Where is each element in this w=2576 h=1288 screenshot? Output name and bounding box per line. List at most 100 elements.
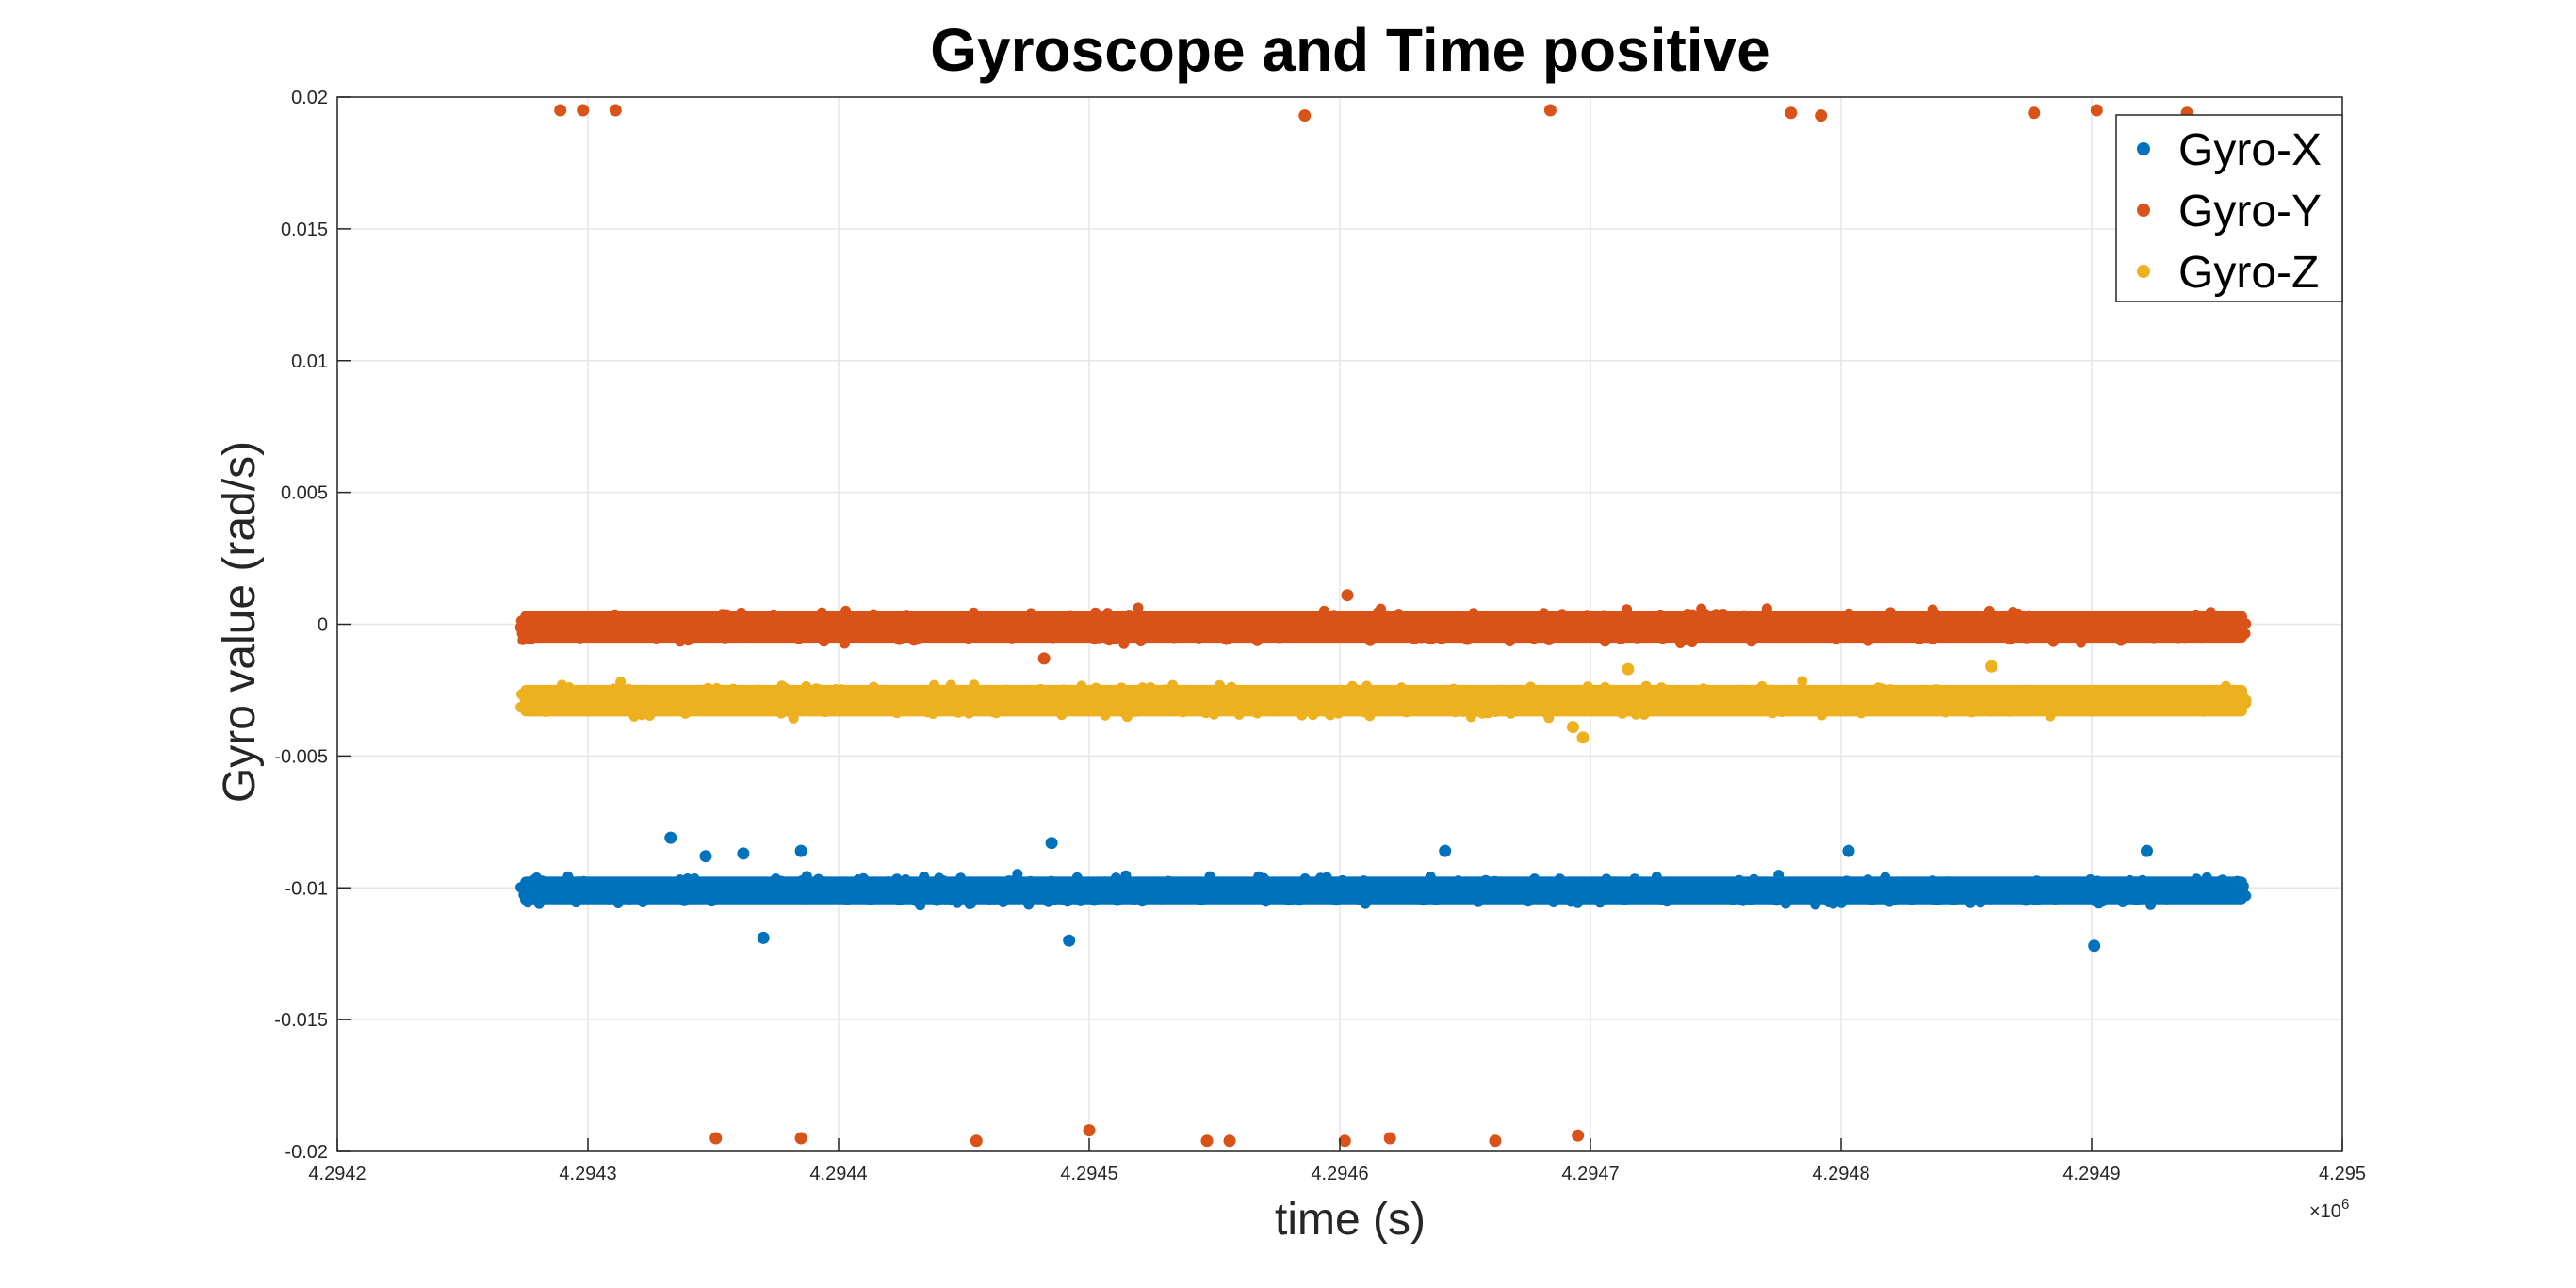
data-point [913,626,924,637]
data-point [1576,888,1588,899]
data-point [1696,886,1706,897]
data-point [1136,896,1148,907]
data-point [675,636,686,647]
data-point [1528,633,1540,644]
x-tick-label: 4.2943 [559,1164,616,1184]
data-point [2044,620,2055,631]
data-point [1976,884,1987,895]
data-point [1424,633,1435,644]
y-tick-label: -0.01 [285,878,328,899]
data-point [2020,895,2031,906]
data-point [1957,876,1968,888]
data-point [1425,611,1436,623]
data-point [925,888,937,899]
data-point [846,690,857,701]
data-point [1490,875,1501,887]
data-point [891,689,903,700]
legend-label: Gyro-Z [2178,248,2319,298]
data-point [1166,685,1178,696]
data-point [527,695,538,707]
data-point [2214,875,2225,887]
data-point [1195,698,1206,709]
data-point [2135,617,2146,628]
data-point [664,611,675,623]
data-point [667,879,678,890]
data-point [2162,705,2174,716]
series-gyro-y [514,104,2252,1148]
data-point [2203,893,2214,905]
y-tick-labels: 0.02 0.015 0.01 0.005 0 -0.005 -0.01 -0.015 -0.0… [274,88,328,1163]
data-point [2169,619,2180,630]
series-gyro-z [515,660,2252,744]
data-point [1043,617,1054,628]
data-point [628,710,640,722]
y-tick-label: -0.02 [285,1142,328,1163]
data-point [1021,631,1033,643]
data-point [2145,899,2157,910]
data-point [937,685,949,696]
data-point [800,695,811,707]
data-point [716,689,726,699]
data-point [1063,613,1073,625]
data-point [1345,628,1357,639]
data-point [1769,885,1780,896]
data-point [2055,626,2066,637]
data-point [1135,636,1147,646]
outlier-point [1338,1134,1351,1148]
data-point [1123,615,1133,627]
data-point [1045,889,1056,901]
data-point [2129,698,2141,709]
data-point [601,624,612,635]
data-point [1581,610,1592,621]
data-point [961,891,972,903]
data-point [1375,687,1386,698]
data-point [1409,633,1420,644]
data-point [1912,630,1923,641]
data-point [1113,701,1124,712]
data-point [1034,621,1045,632]
data-point [1237,625,1248,636]
data-point [571,897,581,908]
data-point [2061,699,2072,710]
data-point [1638,692,1649,703]
data-point [2058,880,2069,891]
data-point [1797,676,1808,687]
data-point [745,697,757,709]
x-tick-label: 4.2944 [809,1164,867,1184]
data-point [1848,693,1859,705]
data-point [2019,617,2030,628]
data-point [619,889,630,900]
data-point [579,696,590,708]
data-point [2144,705,2155,716]
axis-ticks [336,96,2343,1152]
data-point [1845,878,1856,889]
data-point [1053,885,1065,895]
data-point [1508,617,1520,628]
data-point [1078,885,1089,896]
data-point [2003,706,2014,717]
data-point [1714,693,1725,704]
outlier-point [1341,589,1354,602]
data-point [2004,634,2015,645]
data-point [1679,878,1690,889]
data-point [1297,889,1309,901]
data-point [515,702,527,712]
data-point [1997,878,2008,889]
data-point [727,683,739,694]
data-point [1728,888,1739,899]
data-point [893,619,905,630]
data-point [2131,894,2143,905]
data-point [2149,890,2160,902]
data-point [1738,610,1750,621]
data-point [813,696,824,708]
data-point [1518,616,1529,628]
data-point [1154,881,1165,892]
data-point [786,708,797,719]
data-point [1395,682,1407,693]
data-point [1555,873,1565,885]
data-point [2045,710,2056,722]
data-point [1492,628,1503,640]
data-point [1239,693,1250,704]
data-point [1910,616,1921,627]
data-point [1448,683,1459,694]
